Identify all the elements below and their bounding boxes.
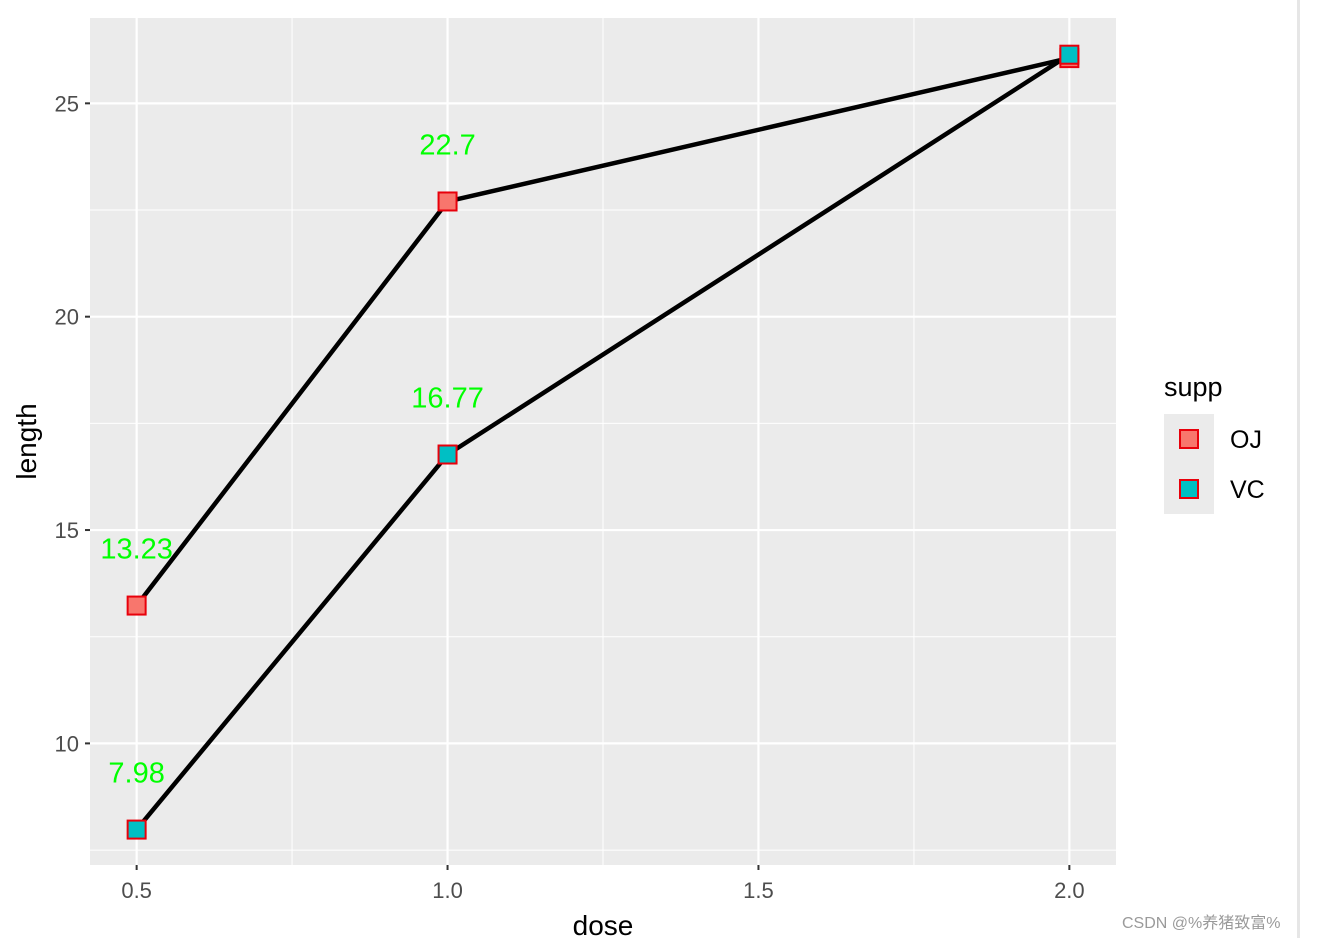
- y-tick-label: 25: [55, 91, 79, 116]
- data-label: 16.77: [411, 383, 484, 415]
- legend-label-oj: OJ: [1230, 426, 1262, 454]
- x-tick-label: 1.5: [743, 878, 774, 903]
- y-axis-title: length: [11, 403, 42, 479]
- data-point-vc: [437, 444, 458, 465]
- data-point-oj: [126, 595, 147, 616]
- data-point-vc: [126, 819, 147, 840]
- legend-label-vc: VC: [1230, 476, 1265, 504]
- data-point-vc: [1059, 44, 1080, 65]
- x-tick-label: 2.0: [1054, 878, 1085, 903]
- y-tick-label: 15: [55, 518, 79, 543]
- page-divider: [1297, 0, 1300, 938]
- y-tick-label: 20: [55, 305, 79, 330]
- legend-swatch-oj: [1179, 429, 1199, 449]
- data-label: 13.23: [100, 534, 173, 566]
- data-label: 22.7: [419, 129, 475, 161]
- x-axis-title: dose: [573, 910, 634, 938]
- x-tick-label: 0.5: [121, 878, 152, 903]
- x-tick-label: 1.0: [432, 878, 463, 903]
- y-tick-label: 10: [55, 731, 79, 756]
- data-point-oj: [437, 191, 458, 212]
- watermark: CSDN @%养猪致富%: [1122, 915, 1281, 932]
- legend-swatch-vc: [1179, 479, 1199, 499]
- legend-title: supp: [1164, 372, 1223, 402]
- data-label: 7.98: [108, 758, 164, 790]
